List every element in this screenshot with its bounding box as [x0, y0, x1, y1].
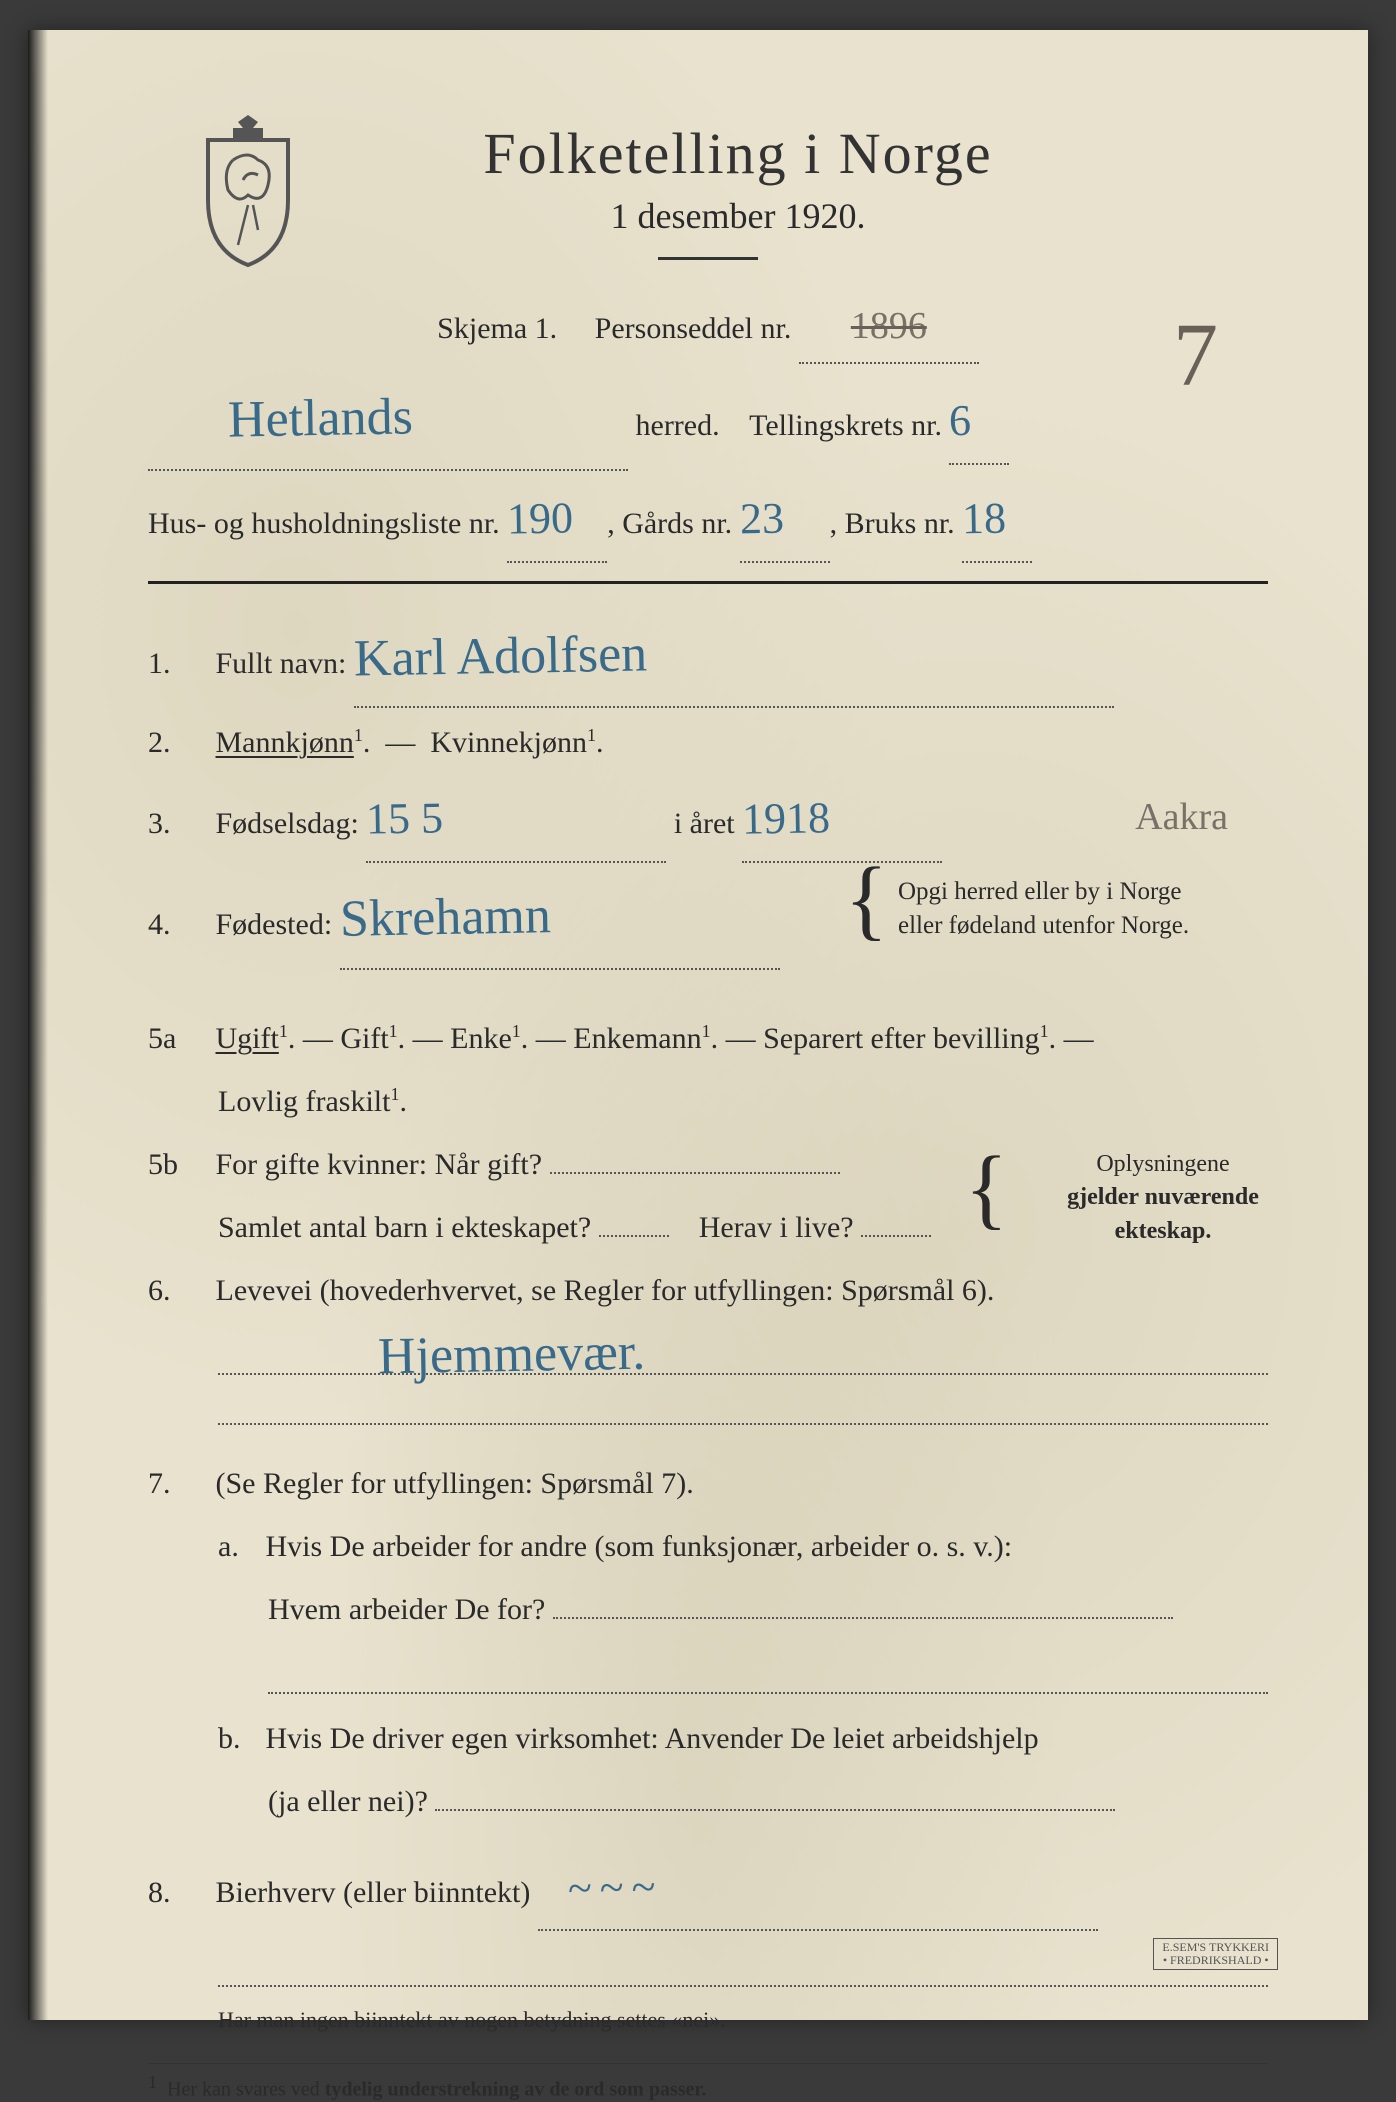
q5a-last: Lovlig fraskilt: [218, 1085, 390, 1118]
skjema-row: Skjema 1. Personseddel nr. 1896 7: [148, 290, 1268, 364]
q5b-row1: 5b For gifte kvinner: Når gift? { Oplysn…: [148, 1136, 1268, 1193]
gards-label: Gårds nr.: [622, 507, 732, 540]
q4-num: 4.: [148, 896, 208, 953]
q5a-row2: Lovlig fraskilt1.: [218, 1073, 1268, 1130]
personseddel-label: Personseddel nr.: [595, 312, 792, 345]
census-form-page: Folketelling i Norge 1 desember 1920. Sk…: [28, 30, 1368, 2020]
header: Folketelling i Norge 1 desember 1920.: [148, 120, 1268, 260]
herred-label: herred.: [636, 409, 720, 442]
q1-num: 1.: [148, 635, 208, 692]
q7-num: 7.: [148, 1455, 208, 1512]
q7b-num: b.: [218, 1710, 258, 1767]
q7b-text2: (ja eller nei)?: [268, 1785, 428, 1818]
q2-num: 2.: [148, 714, 208, 771]
q8-line2: [218, 1937, 1268, 1987]
footnote: 1 Her kan svares ved tydelig understrekn…: [148, 2063, 1268, 2102]
q2-opt2: Kvinnekjønn: [430, 726, 587, 759]
q7a-row1: a. Hvis De arbeider for andre (som funks…: [218, 1518, 1268, 1575]
herred-value: Hetlands: [227, 369, 414, 471]
q8-label: Bierhverv (eller biinntekt): [216, 1876, 531, 1909]
main-title: Folketelling i Norge: [208, 120, 1268, 187]
q5b-l2b: Herav i live?: [699, 1211, 854, 1244]
husliste-nr: 190: [506, 476, 573, 561]
q5a-opt1: Gift: [340, 1022, 388, 1055]
q2-row: 2. Mannkjønn1. — Kvinnekjønn1.: [148, 714, 1268, 771]
q2-opt1: Mannkjønn: [216, 726, 354, 759]
q6-line1: Hjemmevær.: [218, 1325, 1268, 1375]
q7a-num: a.: [218, 1518, 258, 1575]
q5b-row2: Samlet antal barn i ekteskapet? Herav i …: [218, 1199, 1268, 1256]
q7b-row2: (ja eller nei)?: [268, 1773, 1268, 1830]
q7a-line: [268, 1644, 1268, 1694]
q4-value: Skrehamn: [339, 867, 552, 969]
q4-aside: Opgi herred eller by i Norge eller fødel…: [898, 875, 1278, 943]
tellingskrets-label: Tellingskrets nr.: [749, 409, 942, 442]
q5a-opt0: Ugift: [216, 1022, 279, 1055]
q3-day: 15 5: [366, 777, 444, 862]
q3-mid: i året: [674, 807, 735, 840]
q5a-row: 5a Ugift1. — Gift1. — Enke1. — Enkemann1…: [148, 1010, 1268, 1067]
q1-row: 1. Fullt navn: Karl Adolfsen: [148, 608, 1268, 709]
tellingskrets-nr: 6: [949, 379, 972, 463]
q6-num: 6.: [148, 1262, 208, 1319]
q5b-l2a: Samlet antal barn i ekteskapet?: [218, 1211, 591, 1244]
q8-row: 8. Bierhverv (eller biinntekt) ~~~: [148, 1846, 1268, 1932]
q8-value: ~~~: [567, 1845, 664, 1930]
printer-mark: E.SEM'S TRYKKERI • FREDRIKSHALD •: [1153, 1938, 1278, 1970]
q7-row: 7. (Se Regler for utfyllingen: Spørsmål …: [148, 1455, 1268, 1512]
q4-row: 4. Fødested: Skrehamn { Opgi herred elle…: [148, 869, 1268, 970]
q6-row: 6. Levevei (hovederhvervet, se Regler fo…: [148, 1262, 1268, 1319]
q3-label: Fødselsdag:: [216, 807, 359, 840]
gards-nr: 23: [739, 477, 784, 561]
q7a-text1: Hvis De arbeider for andre (som funksjon…: [266, 1530, 1013, 1563]
q4-label: Fødested:: [216, 908, 333, 941]
q7b-row1: b. Hvis De driver egen virksomhet: Anven…: [218, 1710, 1268, 1767]
q7a-row2: Hvem arbeider De for?: [268, 1581, 1268, 1638]
subtitle: 1 desember 1920.: [208, 195, 1268, 237]
main-divider: [148, 581, 1268, 584]
q5a-num: 5a: [148, 1010, 208, 1067]
bruks-nr: 18: [961, 477, 1006, 561]
q5a-opt2: Enke: [450, 1022, 512, 1055]
q3-year: 1918: [741, 777, 830, 862]
title-rule: [658, 257, 758, 260]
q5b-num: 5b: [148, 1136, 208, 1193]
q5b-l1: For gifte kvinner: Når gift?: [216, 1148, 543, 1181]
brace-icon: {: [845, 877, 888, 922]
husliste-label: Hus- og husholdningsliste nr.: [148, 507, 500, 540]
q3-row: 3. Fødselsdag: 15 5 i året 1918 Aakra: [148, 777, 1268, 863]
husliste-row: Hus- og husholdningsliste nr. 190 , Gård…: [148, 477, 1268, 563]
q8-num: 8.: [148, 1864, 208, 1921]
q6-line2: [218, 1375, 1268, 1425]
q3-num: 3.: [148, 795, 208, 852]
personseddel-nr-struck: 1896: [851, 305, 927, 347]
q5a-opt4: Separert efter bevilling: [763, 1022, 1040, 1055]
q3-note: Aakra: [1135, 781, 1228, 853]
q1-label: Fullt navn:: [216, 647, 347, 680]
skjema-label: Skjema 1.: [437, 312, 557, 345]
bruks-label: Bruks nr.: [845, 507, 955, 540]
q1-value: Karl Adolfsen: [353, 605, 648, 709]
q5a-opt3: Enkemann: [573, 1022, 701, 1055]
q7-label: (Se Regler for utfyllingen: Spørsmål 7).: [216, 1467, 694, 1500]
footer-note: Har man ingen biinntekt av nogen betydni…: [218, 2007, 1268, 2033]
q7a-text2: Hvem arbeider De for?: [268, 1593, 545, 1626]
q7b-text1: Hvis De driver egen virksomhet: Anvender…: [266, 1722, 1039, 1755]
coat-of-arms-icon: [188, 110, 308, 270]
herred-row: Hetlands herred. Tellingskrets nr. 6: [148, 370, 1268, 471]
q6-label: Levevei (hovederhvervet, se Regler for u…: [216, 1274, 995, 1307]
